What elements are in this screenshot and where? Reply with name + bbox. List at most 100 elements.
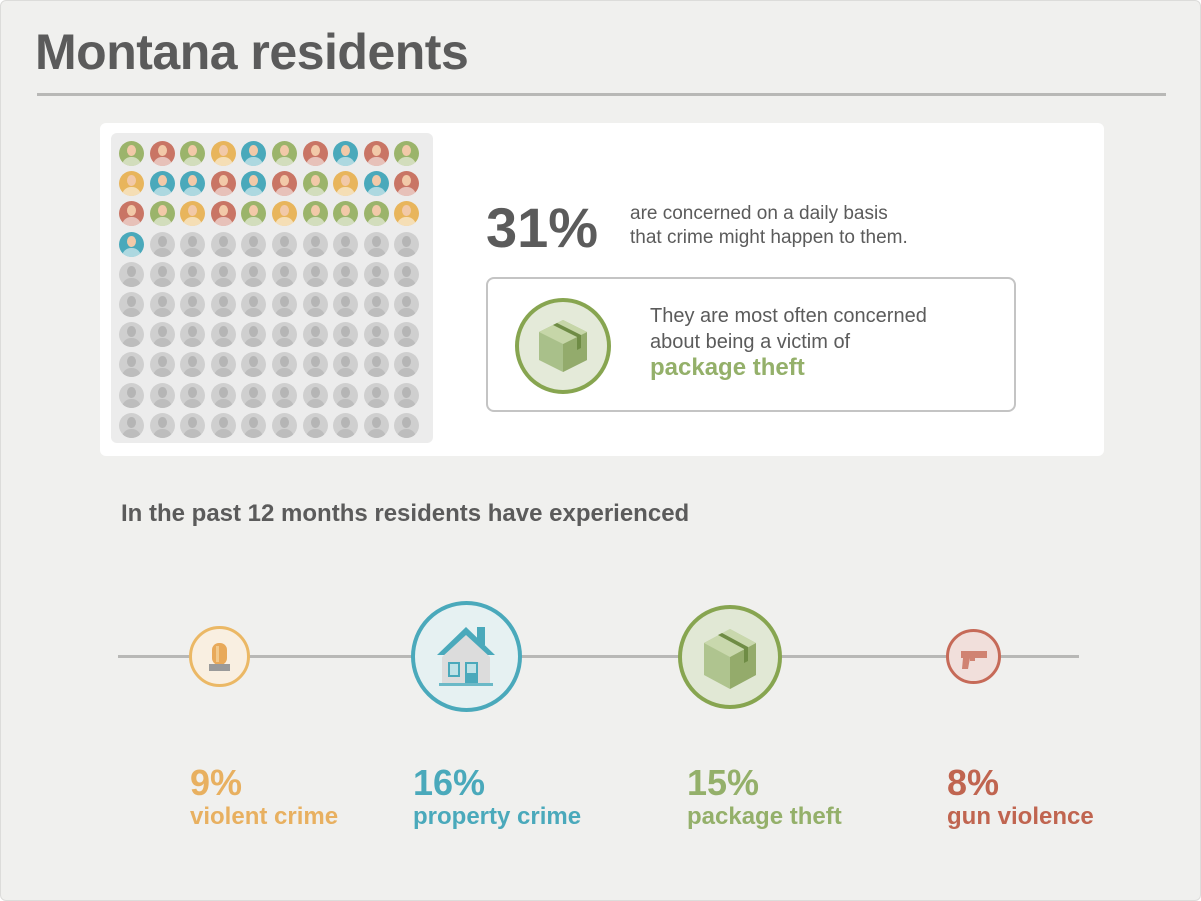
person-icon — [180, 261, 206, 287]
person-icon-concerned — [149, 171, 175, 197]
person-icon — [180, 292, 206, 317]
person-icon — [210, 382, 236, 408]
person-icon — [210, 292, 236, 317]
siren-icon — [209, 643, 230, 671]
person-icon — [272, 322, 297, 348]
person-icon — [302, 412, 328, 438]
person-icon-concerned — [272, 201, 297, 227]
person-icon — [241, 261, 267, 287]
person-icon — [302, 261, 328, 287]
person-icon — [302, 231, 328, 257]
person-icon — [149, 322, 175, 348]
timeline-line — [118, 655, 1079, 658]
person-icon-concerned — [180, 141, 206, 166]
person-icon — [363, 322, 389, 348]
person-icon — [394, 231, 420, 257]
violent-crime-circle — [189, 626, 250, 687]
person-icon — [302, 322, 328, 348]
person-icon-concerned — [149, 141, 175, 166]
person-icon — [333, 261, 359, 287]
stat-label: property crime — [413, 803, 582, 830]
person-icon — [119, 382, 144, 408]
person-icon-concerned — [210, 171, 236, 197]
person-icon — [210, 412, 236, 438]
stat-violent-crime: 9% violent crime — [190, 764, 338, 832]
person-icon-concerned — [394, 141, 420, 166]
person-icon-concerned — [394, 171, 420, 197]
stat-property-crime: 16% property crime — [413, 764, 581, 832]
concern-line-1: are concerned on a daily basis — [630, 203, 888, 224]
person-icon-concerned — [302, 171, 328, 197]
stat-percent: 8% — [947, 762, 1000, 803]
top-concern-line-1: They are most often concerned — [650, 305, 927, 327]
person-icon-concerned — [241, 141, 267, 166]
person-icon-concerned — [180, 201, 206, 227]
person-icon-concerned — [333, 201, 359, 227]
person-icon — [272, 261, 297, 287]
person-icon — [363, 292, 389, 317]
person-icon — [363, 382, 389, 408]
stat-label: package theft — [687, 803, 842, 830]
person-icon-concerned — [272, 171, 297, 197]
person-icon — [241, 322, 267, 348]
person-icon-concerned — [272, 141, 297, 166]
person-icon — [394, 412, 420, 438]
person-icon-concerned — [210, 141, 236, 166]
person-icon — [394, 352, 420, 378]
stat-package-theft: 15% package theft — [687, 764, 842, 832]
person-icon — [149, 352, 175, 378]
person-icon — [149, 412, 175, 438]
person-icon — [272, 231, 297, 257]
person-icon — [119, 352, 144, 378]
person-icon — [363, 352, 389, 378]
stat-percent: 15% — [687, 762, 760, 803]
top-concern-highlight: package theft — [650, 354, 805, 381]
package-icon — [539, 320, 587, 372]
divider — [37, 93, 1166, 96]
top-concern-line-2: about being a victim of — [650, 331, 851, 353]
person-icon-concerned — [119, 141, 144, 166]
person-icon — [302, 292, 328, 317]
package-theft-circle — [678, 605, 782, 709]
package-icon-circle — [515, 298, 611, 394]
person-icon — [333, 412, 359, 438]
person-icon — [302, 352, 328, 378]
person-icon — [180, 352, 206, 378]
person-icon — [119, 261, 144, 287]
person-icon — [210, 322, 236, 348]
person-icon — [241, 352, 267, 378]
stat-label: violent crime — [190, 803, 339, 830]
person-icon — [333, 292, 359, 317]
person-icon-concerned — [333, 141, 359, 166]
person-icon — [394, 292, 420, 317]
person-icon — [149, 292, 175, 317]
person-icon-concerned — [119, 201, 144, 227]
person-icon — [394, 382, 420, 408]
person-icon — [149, 231, 175, 257]
person-icon — [394, 322, 420, 348]
person-icon — [333, 322, 359, 348]
person-icon — [363, 412, 389, 438]
person-icon-concerned — [363, 201, 389, 227]
person-icon-concerned — [333, 171, 359, 197]
person-icon — [333, 231, 359, 257]
stat-label: gun violence — [947, 803, 1094, 830]
person-icon — [363, 261, 389, 287]
person-icon — [180, 382, 206, 408]
person-icon-concerned — [180, 171, 206, 197]
person-icon — [272, 352, 297, 378]
person-icon — [180, 412, 206, 438]
person-icon — [149, 261, 175, 287]
stat-percent: 16% — [413, 762, 486, 803]
person-icon-concerned — [302, 201, 328, 227]
person-icon — [302, 382, 328, 408]
gun-icon — [961, 651, 987, 669]
person-icon-concerned — [210, 201, 236, 227]
people-grid — [111, 133, 433, 443]
person-icon-concerned — [302, 141, 328, 166]
page-title: Montana residents — [35, 24, 469, 80]
house-icon — [437, 627, 495, 686]
section-title: In the past 12 months residents have exp… — [121, 500, 690, 527]
person-icon — [363, 231, 389, 257]
